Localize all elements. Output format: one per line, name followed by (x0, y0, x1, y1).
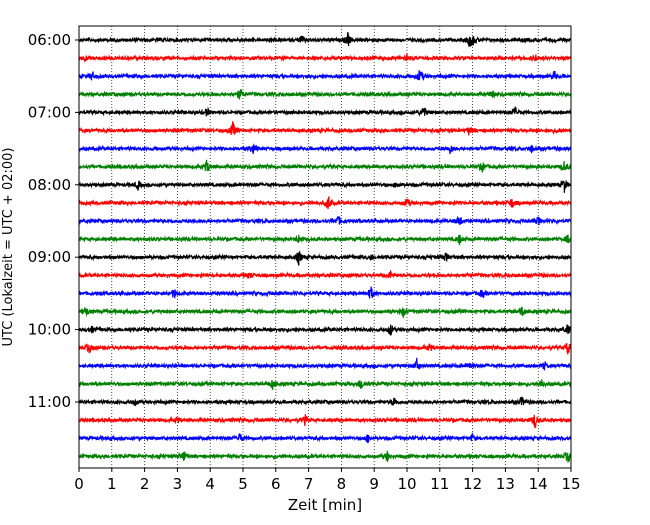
x-tick-label: 7 (304, 475, 314, 493)
y-axis-ticks: 06:00 07:00 08:00 09:00 10:00 11:00 (28, 31, 79, 411)
x-tick-label: 3 (173, 475, 183, 493)
x-axis-label: Zeit [min] (288, 496, 362, 514)
x-tick-label: 9 (369, 475, 379, 493)
x-tick-label: 10 (397, 475, 416, 493)
x-tick-label: 8 (337, 475, 347, 493)
seismogram-trace-1000 (78, 324, 572, 336)
seismogram-trace-0645 (78, 89, 572, 100)
x-axis-ticks: 0 1 2 3 4 5 6 7 8 9 10 11 12 13 14 15 (74, 468, 581, 493)
seismogram-trace-0600 (78, 31, 572, 47)
trace-layer (78, 31, 572, 463)
seismogram-trace-1015 (78, 342, 572, 355)
y-tick-label: 11:00 (28, 393, 71, 411)
y-tick-label: 09:00 (28, 248, 71, 266)
x-tick-label: 13 (496, 475, 515, 493)
seismogram-trace-0945 (78, 306, 572, 318)
plot-frame (78, 25, 572, 469)
seismogram-trace-1145 (78, 450, 572, 463)
seismogram-trace-0900 (78, 250, 572, 266)
seismogram-trace-1115 (78, 414, 572, 429)
seismogram-trace-1130 (78, 431, 572, 444)
x-tick-label: 0 (74, 475, 84, 493)
seismogram-trace-0715 (78, 121, 572, 136)
y-tick-label: 10:00 (28, 321, 71, 339)
seismogram-trace-0630 (78, 70, 572, 81)
seismogram-trace-0800 (78, 180, 572, 193)
x-tick-label: 14 (529, 475, 548, 493)
seismogram-trace-1030 (78, 357, 572, 371)
x-tick-label: 4 (205, 475, 215, 493)
seismogram-trace-0930 (78, 286, 572, 299)
seismogram-trace-0845 (78, 234, 572, 246)
x-tick-label: 15 (561, 475, 580, 493)
seismogram-trace-0615 (78, 53, 572, 63)
seismogram-trace-0915 (78, 270, 572, 280)
seismogram-trace-1045 (78, 379, 572, 390)
seismogram-trace-1100 (78, 396, 572, 407)
seismogram-trace-0745 (78, 159, 572, 173)
seismogram-trace-0700 (78, 106, 572, 117)
y-tick-label: 06:00 (28, 31, 71, 49)
seismogram-trace-0830 (78, 215, 572, 226)
x-tick-label: 5 (238, 475, 248, 493)
seismogram-trace-0815 (78, 195, 572, 210)
seismogram-trace-0730 (78, 143, 572, 154)
x-tick-label: 11 (430, 475, 449, 493)
y-tick-label: 07:00 (28, 103, 71, 121)
y-axis-label: UTC (Lokalzeit = UTC + 02:00) (1, 148, 16, 347)
x-tick-label: 2 (140, 475, 150, 493)
x-tick-label: 1 (107, 475, 117, 493)
x-tick-label: 12 (463, 475, 482, 493)
y-tick-label: 08:00 (28, 176, 71, 194)
x-tick-label: 6 (271, 475, 281, 493)
